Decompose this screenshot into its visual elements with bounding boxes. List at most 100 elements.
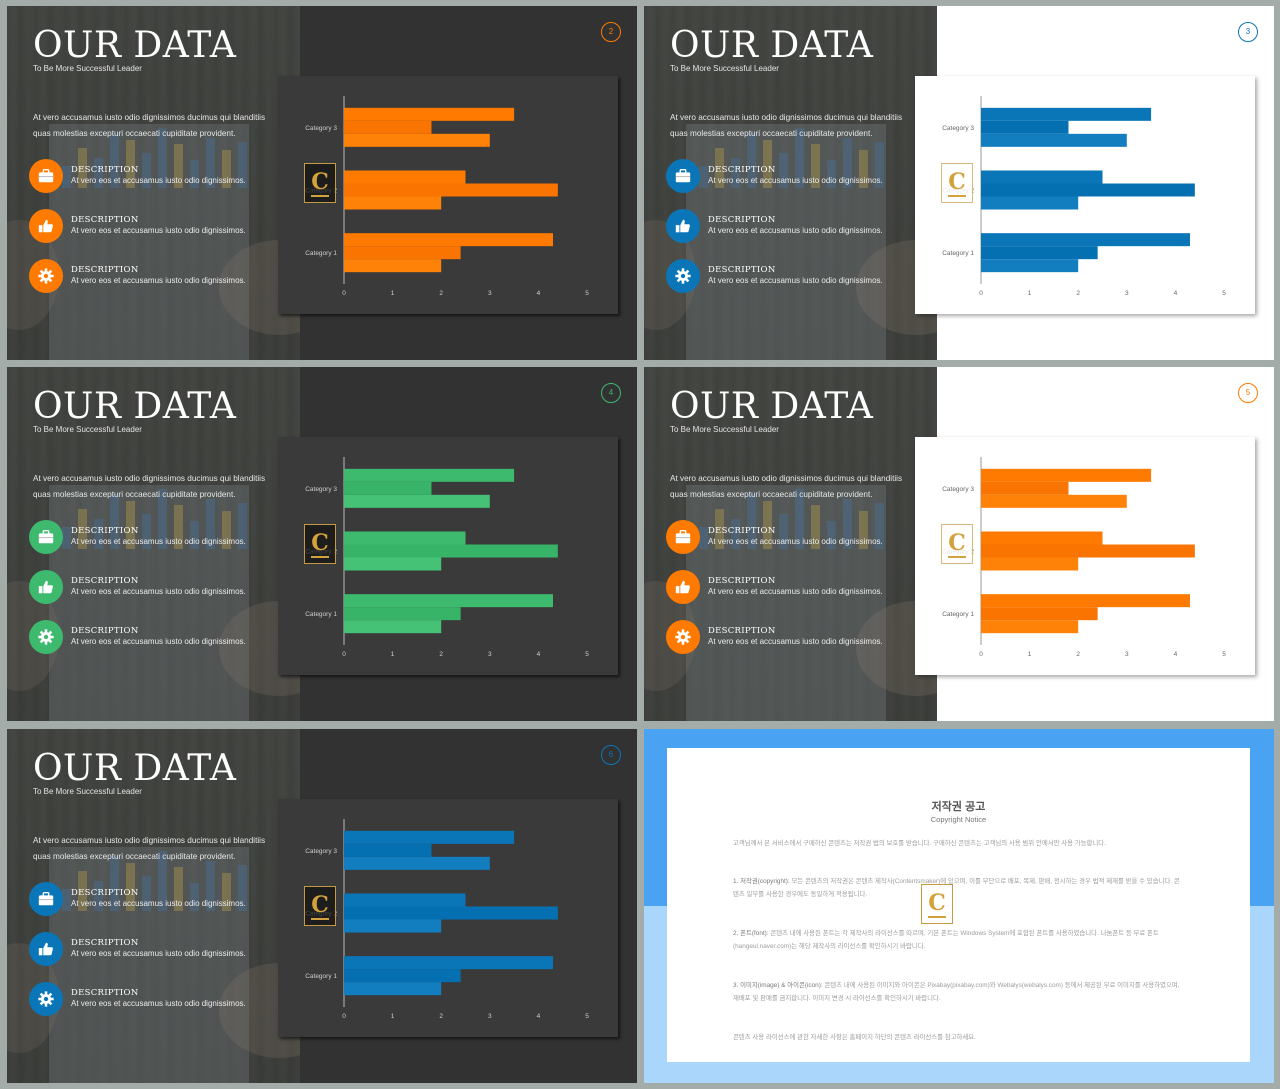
description-item: DESCRIPTION At vero eos et accusamus iust… — [666, 159, 931, 193]
description-text: At vero eos et accusamus iusto odio dign… — [708, 276, 883, 285]
briefcase-icon — [666, 159, 700, 193]
background-bar — [94, 519, 103, 549]
description-item: DESCRIPTION At vero eos et accusamus iust… — [666, 209, 931, 243]
background-bar — [190, 160, 199, 188]
slide-title: OUR DATA — [33, 386, 237, 427]
slide-3: OUR DATA To Be More Successful Leader At… — [644, 6, 1274, 360]
description-text: At vero eos et accusamus iusto odio dign… — [71, 276, 246, 285]
bar — [981, 259, 1079, 273]
description-text: At vero eos et accusamus iusto odio dign… — [708, 176, 883, 185]
background-bar — [747, 494, 756, 549]
category-label: Category 3 — [305, 848, 337, 855]
notice-font-paragraph: 2. 폰트(font): 콘텐츠 내에 사용된 폰트는 각 제작사의 라이선스를… — [733, 928, 1185, 953]
bar — [344, 531, 466, 545]
thumbs-up-icon — [29, 209, 63, 243]
body-text: At vero accusamus iusto odio dignissimos… — [33, 836, 266, 861]
x-tick-label: 0 — [342, 651, 346, 658]
watermark-logo: C — [304, 524, 336, 564]
bar — [344, 494, 490, 508]
background-bar — [699, 166, 708, 188]
background-bar — [795, 128, 804, 188]
background-bar — [190, 521, 199, 549]
background-bar — [779, 514, 788, 549]
description-label: DESCRIPTION — [708, 265, 776, 275]
notice-copyright-label: 1. 저작권(copyright): — [733, 878, 790, 885]
slide-subtitle: To Be More Successful Leader — [670, 64, 779, 73]
x-tick-label: 2 — [1076, 290, 1080, 297]
x-tick-label: 2 — [1076, 651, 1080, 658]
description-item: DESCRIPTION At vero eos et accusamus iust… — [29, 620, 294, 654]
x-tick-label: 0 — [342, 1013, 346, 1020]
x-tick-label: 1 — [391, 651, 395, 658]
background-bar — [222, 150, 231, 188]
background-bar — [827, 521, 836, 549]
x-tick-label: 5 — [1222, 290, 1226, 297]
notice-outro: 콘텐츠 사용 라이선스에 관한 자세한 사항은 홈페이지 하단의 콘텐츠 라이선… — [733, 1034, 976, 1041]
x-tick-label: 4 — [1174, 290, 1178, 297]
bar — [344, 133, 490, 147]
briefcase-icon — [666, 520, 700, 554]
background-bar — [763, 501, 772, 549]
bar — [344, 830, 515, 844]
slide-title: OUR DATA — [670, 386, 874, 427]
page-number: 3 — [1238, 22, 1258, 42]
bar — [344, 120, 432, 134]
background-bar — [731, 519, 740, 549]
watermark-logo: C — [941, 163, 973, 203]
thumbs-up-icon — [666, 209, 700, 243]
slide-title: OUR DATA — [33, 25, 237, 66]
description-item: DESCRIPTION At vero eos et accusamus iust… — [29, 570, 294, 604]
background-bar — [222, 511, 231, 549]
background-bar — [190, 883, 199, 911]
description-item: DESCRIPTION At vero eos et accusamus iust… — [29, 159, 294, 193]
thumbs-up-icon — [666, 570, 700, 604]
x-tick-label: 1 — [391, 1013, 395, 1020]
page-number: 4 — [601, 383, 621, 403]
bar — [344, 544, 558, 558]
notice-image-label: 3. 이미지(image) & 아이콘(icon): — [733, 982, 823, 989]
background-bar — [715, 148, 724, 188]
x-tick-label: 4 — [537, 290, 541, 297]
watermark-logo: C — [941, 524, 973, 564]
watermark-logo: C — [304, 163, 336, 203]
description-text: At vero eos et accusamus iusto odio dign… — [708, 537, 883, 546]
background-bar — [62, 166, 71, 188]
background-bar — [174, 144, 183, 188]
briefcase-icon — [29, 520, 63, 554]
bar — [344, 906, 558, 920]
background-bar — [811, 144, 820, 188]
background-bar — [94, 881, 103, 911]
background-bar — [110, 494, 119, 549]
watermark-logo: C — [921, 884, 953, 924]
x-tick-label: 4 — [537, 1013, 541, 1020]
background-bar — [110, 856, 119, 911]
description-label: DESCRIPTION — [71, 626, 139, 636]
x-tick-label: 0 — [979, 651, 983, 658]
background-bar — [763, 140, 772, 188]
bar — [344, 969, 461, 983]
background-bar — [875, 142, 884, 188]
bar — [344, 919, 442, 933]
background-bar — [142, 153, 151, 188]
bar — [981, 183, 1195, 197]
bar — [344, 468, 515, 482]
background-bar — [94, 158, 103, 188]
background-bar — [174, 505, 183, 549]
x-tick-label: 3 — [488, 651, 492, 658]
x-tick-label: 5 — [1222, 651, 1226, 658]
page-number: 2 — [601, 22, 621, 42]
background-bar — [158, 128, 167, 188]
notice-image-text: 콘텐츠 내에 사용된 이미지와 아이콘은 Pixabay(pixabay.com… — [733, 982, 1180, 1002]
background-bar — [110, 133, 119, 188]
category-label: Category 3 — [942, 125, 974, 132]
description-text: At vero eos et accusamus iusto odio dign… — [71, 226, 246, 235]
description-text: At vero eos et accusamus iusto odio dign… — [71, 637, 246, 646]
slide-6: OUR DATA To Be More Successful Leader At… — [7, 729, 637, 1083]
bar — [981, 233, 1190, 247]
bar — [981, 481, 1069, 495]
